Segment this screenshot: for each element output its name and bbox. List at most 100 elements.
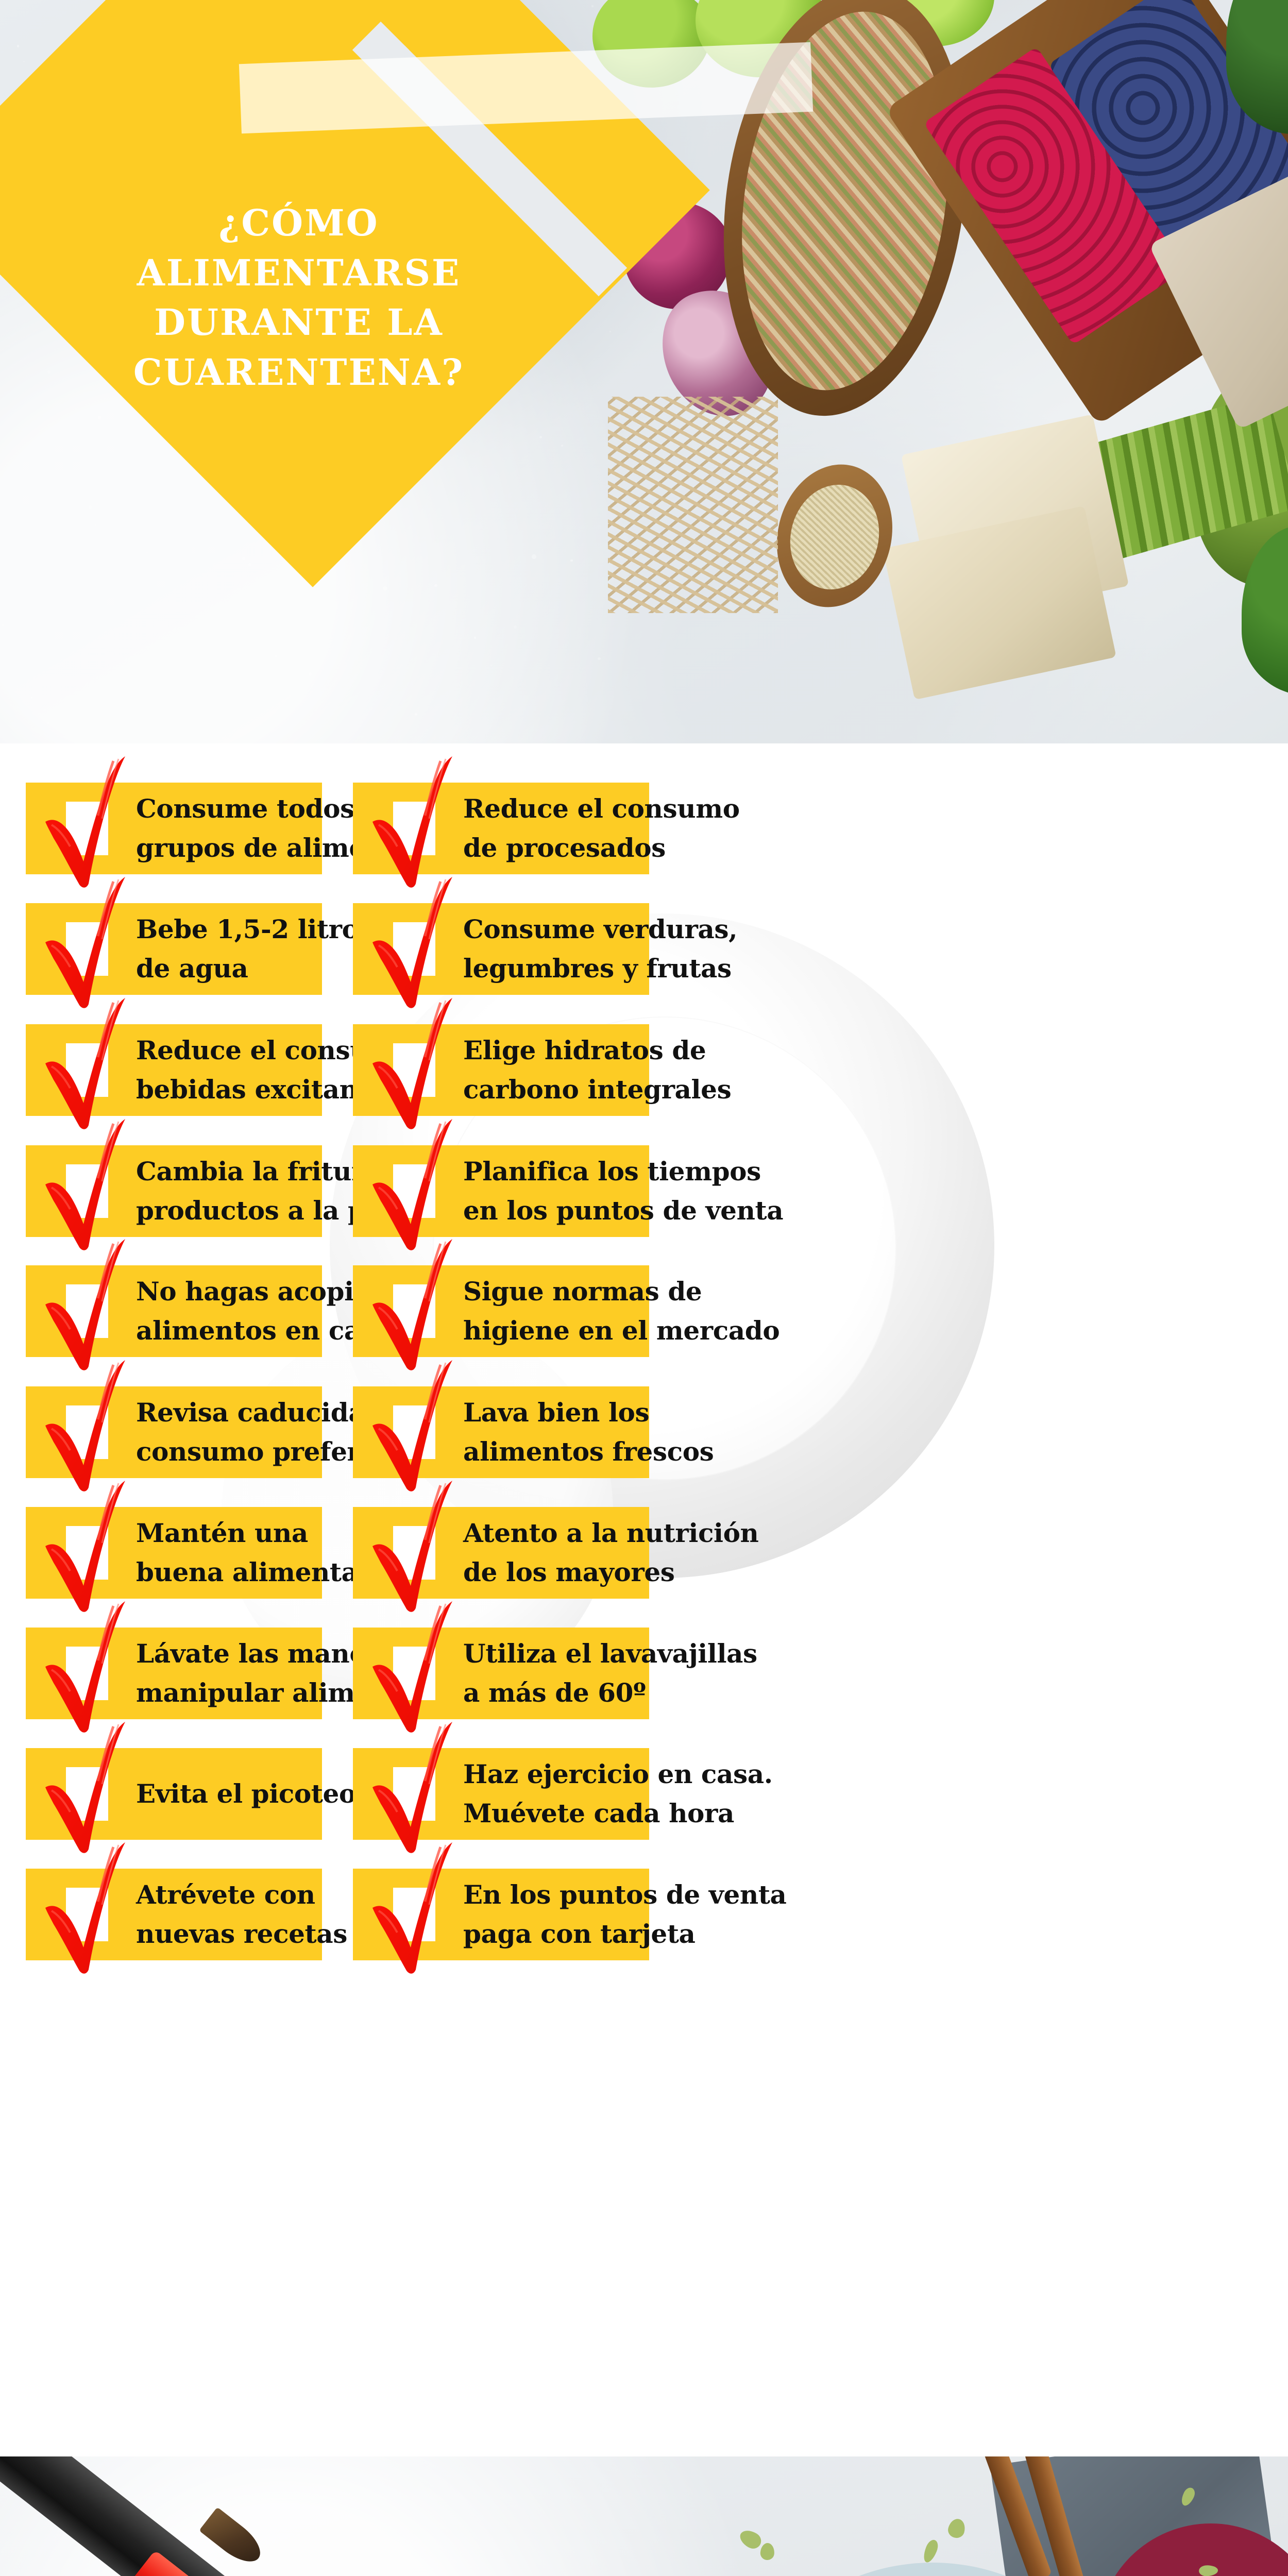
checkbox-zone[interactable] xyxy=(353,1360,463,1492)
checklist-card[interactable]: Elige hidratos de carbono integrales xyxy=(353,998,732,1129)
checklist-item-line-2: de agua xyxy=(136,953,248,984)
checklist-card[interactable]: Cambia la fritura por productos a la plan… xyxy=(26,1119,461,1250)
footer-photo-band: FESNAD FEDERACIÓN de NUTRICIÓN xyxy=(0,2456,1288,2576)
checklist-card[interactable]: No hagas acopio de alimentos en casa xyxy=(26,1239,414,1370)
checklist-card[interactable]: Lava bien los alimentos frescos xyxy=(353,1360,714,1492)
checklist-card[interactable]: En los puntos de venta paga con tarjeta xyxy=(353,1842,787,1974)
checkbox-zone[interactable] xyxy=(353,877,463,1008)
checklist-item[interactable]: Lava bien los alimentos frescos xyxy=(353,1360,714,1492)
speck xyxy=(414,713,417,716)
checklist-item[interactable]: Planifica los tiempos en los puntos de ve… xyxy=(353,1119,784,1250)
checklist-card[interactable]: Atrévete con nuevas recetas xyxy=(26,1842,347,1974)
check-mark-icon xyxy=(368,876,466,1010)
checklist-card[interactable]: Atento a la nutrición de los mayores xyxy=(353,1481,759,1612)
speck xyxy=(47,369,51,374)
checklist-card[interactable]: Planifica los tiempos en los puntos de ve… xyxy=(353,1119,784,1250)
checklist-item[interactable]: Haz ejercicio en casa. Muévete cada hora xyxy=(353,1722,773,1853)
red-check-icon xyxy=(372,877,452,1008)
speck xyxy=(513,625,517,629)
red-check-icon xyxy=(372,1601,452,1733)
check-mark-icon xyxy=(41,1118,139,1252)
checklist-item[interactable]: Reduce el consumo de procesados xyxy=(353,756,740,888)
checkbox-zone[interactable] xyxy=(353,1481,463,1612)
checkbox-zone[interactable] xyxy=(353,1119,463,1250)
checkbox-zone[interactable] xyxy=(353,1239,463,1370)
checklist-item[interactable]: Elige hidratos de carbono integrales xyxy=(353,998,732,1129)
checklist-item[interactable]: Utiliza el lavavajillas a más de 60º xyxy=(353,1601,757,1733)
speck xyxy=(146,551,148,553)
checklist-card[interactable]: Reduce el consumo de procesados xyxy=(353,756,740,888)
checklist-item-line-1: Bebe 1,5-2 litros xyxy=(136,914,374,944)
checkbox-zone[interactable] xyxy=(26,877,136,1008)
checklist-item-label: Sigue normas de higiene en el mercado xyxy=(463,1272,780,1350)
checkbox-zone[interactable] xyxy=(353,998,463,1129)
checklist-card[interactable]: Haz ejercicio en casa. Muévete cada hora xyxy=(353,1722,773,1853)
checkbox-zone[interactable] xyxy=(353,1842,463,1974)
speck xyxy=(95,502,99,506)
red-check-icon xyxy=(45,1239,125,1370)
checkbox-zone[interactable] xyxy=(26,1842,136,1974)
checkbox-zone[interactable] xyxy=(26,756,136,888)
checkbox-zone[interactable] xyxy=(26,1239,136,1370)
speck xyxy=(23,60,25,62)
checklist-card[interactable]: Bebe 1,5-2 litros de agua xyxy=(26,877,374,1008)
red-check-icon xyxy=(372,998,452,1129)
checklist-item[interactable]: Consume todos los grupos de alimentos xyxy=(26,756,427,888)
red-check-icon xyxy=(45,1842,125,1974)
checklist-card[interactable]: Lávate las manos para manipular alimentos xyxy=(26,1601,454,1733)
checkbox-zone[interactable] xyxy=(26,1601,136,1733)
checklist-item-line-2: legumbres y frutas xyxy=(463,953,732,984)
checklist-item-line-1: Sigue normas de xyxy=(463,1276,702,1307)
speck xyxy=(46,721,49,724)
checkbox-zone[interactable] xyxy=(353,1601,463,1733)
checkbox-zone[interactable] xyxy=(26,1722,136,1853)
speck xyxy=(383,586,387,591)
speck xyxy=(89,505,92,509)
checklist-card[interactable]: Consume verduras, legumbres y frutas xyxy=(353,877,738,1008)
checklist-item-label: Atento a la nutrición de los mayores xyxy=(463,1514,759,1592)
checklist-item[interactable]: Consume verduras, legumbres y frutas xyxy=(353,877,738,1008)
red-check-icon xyxy=(372,1360,452,1492)
checklist-item-line-2: paga con tarjeta xyxy=(463,1919,696,1949)
checklist-item[interactable]: En los puntos de venta paga con tarjeta xyxy=(353,1842,787,1974)
checklist-item-label: Atrévete con nuevas recetas xyxy=(136,1875,347,1954)
check-mark-icon xyxy=(41,1721,139,1855)
checklist-item[interactable]: Atrévete con nuevas recetas xyxy=(26,1842,347,1974)
red-check-icon xyxy=(45,877,125,1008)
speck xyxy=(31,697,33,699)
checklist-item[interactable]: Lávate las manos para manipular alimentos xyxy=(26,1601,454,1733)
page-title: ¿CÓMO ALIMENTARSE DURANTE LA CUARENTENA? xyxy=(31,198,567,397)
checklist-item-label: En los puntos de venta paga con tarjeta xyxy=(463,1875,787,1954)
checklist-item[interactable]: No hagas acopio de alimentos en casa xyxy=(26,1239,414,1370)
title-banner: ¿CÓMO ALIMENTARSE DURANTE LA CUARENTENA? xyxy=(0,0,814,743)
checkbox-zone[interactable] xyxy=(26,1119,136,1250)
checklist-card[interactable]: Consume todos los grupos de alimentos xyxy=(26,756,427,888)
checklist-card[interactable]: Reduce el consumo de bebidas excitantes xyxy=(26,998,455,1129)
checklist-item[interactable]: Bebe 1,5-2 litros de agua xyxy=(26,877,374,1008)
check-mark-icon xyxy=(368,1239,466,1372)
checklist-item[interactable]: Evita el picoteo xyxy=(26,1722,356,1853)
title-line-4: CUARENTENA? xyxy=(133,350,465,394)
check-mark-icon xyxy=(41,1239,139,1372)
checklist-item[interactable]: Mantén una buena alimentación xyxy=(26,1481,419,1612)
speck xyxy=(97,415,101,419)
checkbox-zone[interactable] xyxy=(26,1360,136,1492)
checkbox-zone[interactable] xyxy=(353,1722,463,1853)
checklist-item[interactable]: Sigue normas de higiene en el mercado xyxy=(353,1239,780,1370)
speck xyxy=(473,637,476,639)
speck xyxy=(570,559,573,562)
checklist-item[interactable]: Atento a la nutrición de los mayores xyxy=(353,1481,759,1612)
red-check-icon xyxy=(372,1722,452,1853)
checkbox-zone[interactable] xyxy=(353,756,463,888)
checkbox-zone[interactable] xyxy=(26,998,136,1129)
checklist-card[interactable]: Mantén una buena alimentación xyxy=(26,1481,419,1612)
checklist-card[interactable]: Revisa caducidad y consumo preferente xyxy=(26,1360,423,1492)
checklist-item[interactable]: Cambia la fritura por productos a la plan… xyxy=(26,1119,461,1250)
checklist-card[interactable]: Evita el picoteo xyxy=(26,1722,356,1853)
speck xyxy=(274,654,278,658)
checklist-item[interactable]: Reduce el consumo de bebidas excitantes xyxy=(26,998,455,1129)
checklist-card[interactable]: Utiliza el lavavajillas a más de 60º xyxy=(353,1601,757,1733)
checkbox-zone[interactable] xyxy=(26,1481,136,1612)
checklist-item[interactable]: Revisa caducidad y consumo preferente xyxy=(26,1360,423,1492)
checklist-card[interactable]: Sigue normas de higiene en el mercado xyxy=(353,1239,780,1370)
